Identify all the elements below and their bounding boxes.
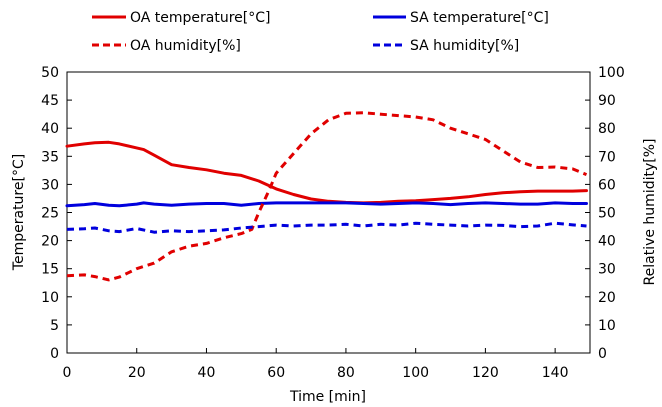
y-left-tick-label: 50 [41, 65, 59, 81]
plot-area [66, 71, 591, 354]
y-right-tick-label: 10 [598, 318, 616, 334]
legend: OA temperature[°C] SA temperature[°C] OA… [92, 10, 549, 54]
y-right-tick-label: 30 [598, 262, 616, 278]
legend-label-oa-temperature: OA temperature[°C] [130, 10, 271, 26]
legend-item-sa-humidity: SA humidity[%] [373, 38, 519, 54]
y-left-tick-label: 10 [41, 290, 59, 306]
y-left-tick-label: 20 [41, 234, 59, 250]
y-axis-right-title: Relative humidity[%] [642, 139, 658, 286]
legend-label-oa-humidity: OA humidity[%] [130, 38, 241, 54]
y-left-tick-label: 35 [41, 149, 59, 165]
legend-label-sa-humidity: SA humidity[%] [410, 38, 519, 54]
series-line-sa-humidity [66, 221, 587, 234]
x-tick-label: 40 [198, 365, 216, 381]
x-tick-label: 80 [337, 365, 355, 381]
legend-item-sa-temperature: SA temperature[°C] [373, 10, 549, 26]
y-left-tick-label: 15 [41, 262, 59, 278]
legend-item-oa-humidity: OA humidity[%] [92, 38, 241, 54]
y-left-tick-label: 45 [41, 93, 59, 109]
legend-item-oa-temperature: OA temperature[°C] [92, 10, 271, 26]
y-right-tick-label: 60 [598, 177, 616, 193]
series-group [65, 111, 588, 282]
y-right-tick-label: 70 [598, 149, 616, 165]
y-axis-left-title: Temperature[°C] [11, 154, 27, 271]
x-tick-label: 140 [542, 365, 569, 381]
y-axis-left: 0 5 10 15 20 25 30 35 40 45 50 [41, 65, 72, 362]
y-left-tick-label: 30 [41, 177, 59, 193]
series-line-sa-temperature [65, 201, 588, 208]
y-left-tick-label: 40 [41, 121, 59, 137]
x-tick-label: 60 [267, 365, 285, 381]
y-right-tick-label: 50 [598, 206, 616, 222]
y-right-tick-label: 80 [598, 121, 616, 137]
y-right-tick-label: 90 [598, 93, 616, 109]
y-left-tick-label: 25 [41, 206, 59, 222]
x-tick-label: 120 [472, 365, 499, 381]
series-line-oa-temperature [65, 140, 588, 205]
series-line-oa-humidity [66, 111, 588, 282]
y-right-tick-label: 0 [598, 346, 607, 362]
y-right-tick-label: 40 [598, 234, 616, 250]
x-tick-label: 100 [402, 365, 429, 381]
y-left-tick-label: 5 [50, 318, 59, 334]
y-right-tick-label: 100 [598, 65, 625, 81]
x-axis-title: Time [min] [289, 389, 366, 405]
y-axis-right: 0 10 20 30 40 50 60 70 80 90 100 [585, 65, 625, 362]
x-tick-label: 0 [63, 365, 72, 381]
legend-label-sa-temperature: SA temperature[°C] [410, 10, 549, 26]
y-right-tick-label: 20 [598, 290, 616, 306]
y-left-tick-label: 0 [50, 346, 59, 362]
x-axis: 0 20 40 60 80 100 120 140 [63, 348, 569, 381]
x-tick-label: 20 [128, 365, 146, 381]
